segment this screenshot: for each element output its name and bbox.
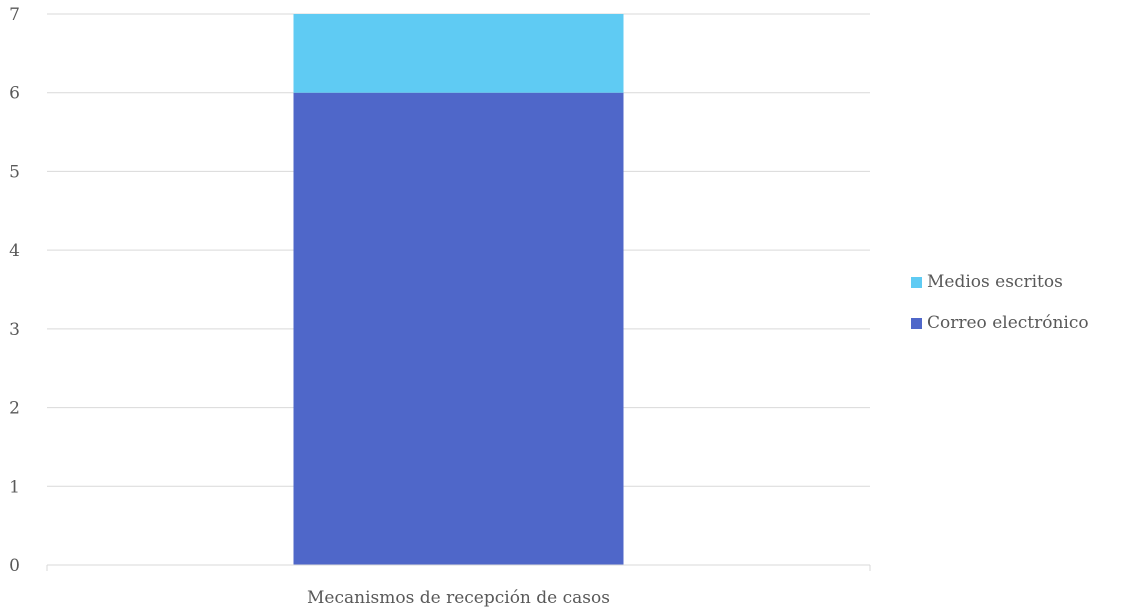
legend-swatch-medios-escritos	[911, 276, 922, 288]
legend-swatch-correo-electronico	[911, 317, 922, 329]
y-tick-label-5: 5	[9, 162, 20, 182]
y-tick-label-3: 3	[9, 320, 20, 340]
legend-label-medios-escritos: Medios escritos	[927, 272, 1063, 292]
bars	[293, 14, 624, 565]
y-tick-label-0: 0	[9, 556, 20, 576]
legend: Medios escritos Correo electrónico	[911, 270, 1089, 352]
y-tick-label-7: 7	[9, 5, 20, 25]
y-tick-label-4: 4	[9, 241, 20, 261]
bar-medios-escritos	[293, 14, 624, 93]
x-tick-label-category: Mecanismos de recepción de casos	[307, 588, 610, 608]
legend-label-correo-electronico: Correo electrónico	[927, 313, 1089, 333]
x-axis-tick-marks	[46, 565, 871, 571]
y-axis-ticks: 0 1 2 3 4 5 6 7	[9, 5, 20, 576]
legend-item-correo-electronico: Correo electrónico	[911, 311, 1089, 335]
y-tick-label-6: 6	[9, 84, 20, 104]
bar-correo-electrónico	[293, 92, 624, 565]
y-tick-label-2: 2	[9, 399, 20, 419]
y-tick-label-1: 1	[9, 477, 20, 497]
legend-item-medios-escritos: Medios escritos	[911, 270, 1089, 294]
